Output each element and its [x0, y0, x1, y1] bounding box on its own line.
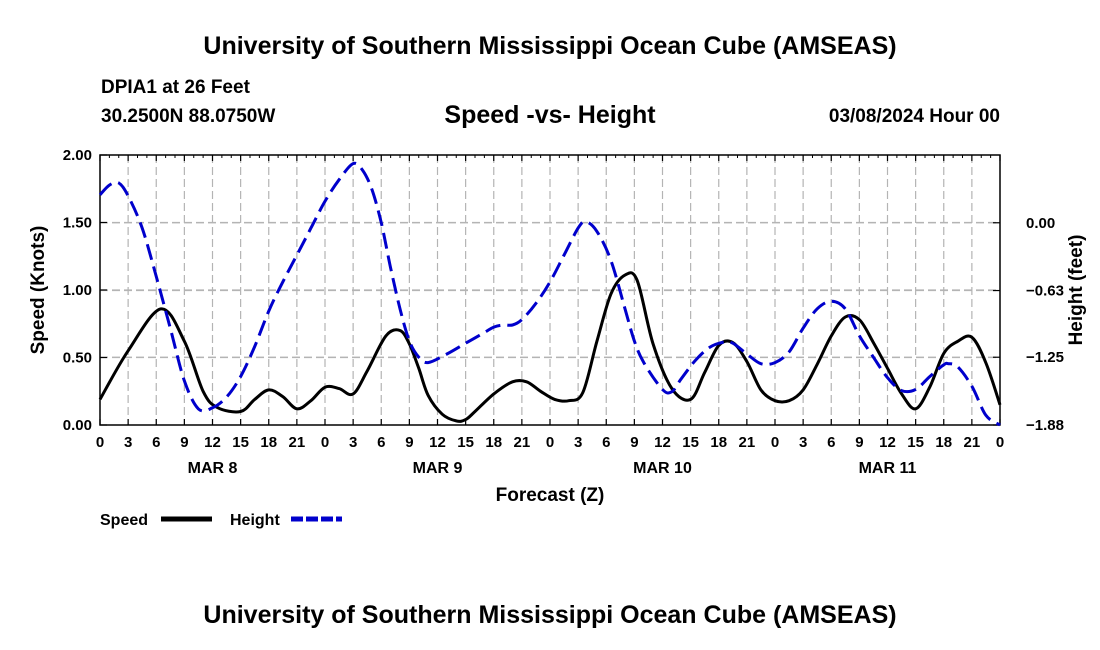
x-tick-label: 18 — [710, 434, 727, 451]
y-tick-label: 1.50 — [63, 215, 92, 232]
y2-axis-title: Height (feet) — [1066, 235, 1087, 346]
footer-title: University of Southern Mississippi Ocean… — [203, 601, 897, 629]
x-tick-label: 9 — [180, 434, 188, 451]
x-tick-label: 3 — [574, 434, 582, 451]
legend-height-label: Height — [230, 512, 280, 529]
x-tick-label: 0 — [96, 434, 104, 451]
x-tick-label: 0 — [996, 434, 1004, 451]
y-tick-label: 1.00 — [63, 282, 92, 299]
y2-tick-label: −1.88 — [1026, 417, 1064, 434]
chart-title: University of Southern Mississippi Ocean… — [203, 32, 897, 60]
x-tick-label: 3 — [349, 434, 357, 451]
date-label: MAR 9 — [413, 460, 463, 477]
date-label: MAR 10 — [633, 460, 692, 477]
x-tick-label: 12 — [204, 434, 221, 451]
x-tick-label: 0 — [546, 434, 554, 451]
y-tick-label: 0.50 — [63, 350, 92, 367]
y2-tick-label: −0.63 — [1026, 283, 1064, 300]
x-tick-label: 6 — [827, 434, 835, 451]
x-tick-label: 12 — [429, 434, 446, 451]
series-line-height — [98, 161, 1001, 427]
x-tick-label: 0 — [321, 434, 329, 451]
x-tick-label: 9 — [630, 434, 638, 451]
y2-tick-label: 0.00 — [1026, 215, 1055, 232]
x-axis-title: Forecast (Z) — [496, 485, 605, 506]
date-label: MAR 11 — [859, 460, 917, 477]
chart-subtitle: Speed -vs- Height — [444, 101, 656, 129]
x-tick-label: 3 — [799, 434, 807, 451]
x-tick-label: 6 — [377, 434, 385, 451]
x-tick-label: 15 — [907, 434, 924, 451]
x-tick-label: 9 — [855, 434, 863, 451]
x-tick-label: 18 — [260, 434, 277, 451]
x-tick-label: 12 — [879, 434, 896, 451]
x-tick-label: 3 — [124, 434, 132, 451]
x-tick-label: 6 — [602, 434, 610, 451]
x-tick-label: 12 — [654, 434, 671, 451]
chart-legend: Speed Height — [100, 512, 342, 529]
y2-tick-label: −1.25 — [1026, 349, 1064, 366]
x-tick-label: 21 — [739, 434, 756, 451]
x-tick-label: 21 — [289, 434, 306, 451]
x-tick-label: 15 — [457, 434, 474, 451]
series-line-speed — [98, 271, 1002, 423]
y-tick-label: 0.00 — [63, 417, 92, 434]
x-tick-label: 0 — [771, 434, 779, 451]
x-tick-label: 18 — [485, 434, 502, 451]
x-tick-label: 15 — [682, 434, 699, 451]
x-tick-label: 18 — [935, 434, 952, 451]
y-axis-title: Speed (Knots) — [28, 226, 49, 355]
date-label: MAR 8 — [188, 460, 238, 477]
x-tick-label: 6 — [152, 434, 160, 451]
station-coords: 30.2500N 88.0750W — [101, 106, 276, 127]
x-tick-label: 9 — [405, 434, 413, 451]
x-tick-label: 21 — [514, 434, 531, 451]
station-label: DPIA1 at 26 Feet — [101, 77, 250, 98]
x-tick-label: 15 — [232, 434, 249, 451]
x-tick-label: 21 — [964, 434, 981, 451]
legend-speed-label: Speed — [100, 512, 148, 529]
forecast-datetime: 03/08/2024 Hour 00 — [828, 106, 1000, 127]
y-tick-label: 2.00 — [63, 147, 92, 164]
